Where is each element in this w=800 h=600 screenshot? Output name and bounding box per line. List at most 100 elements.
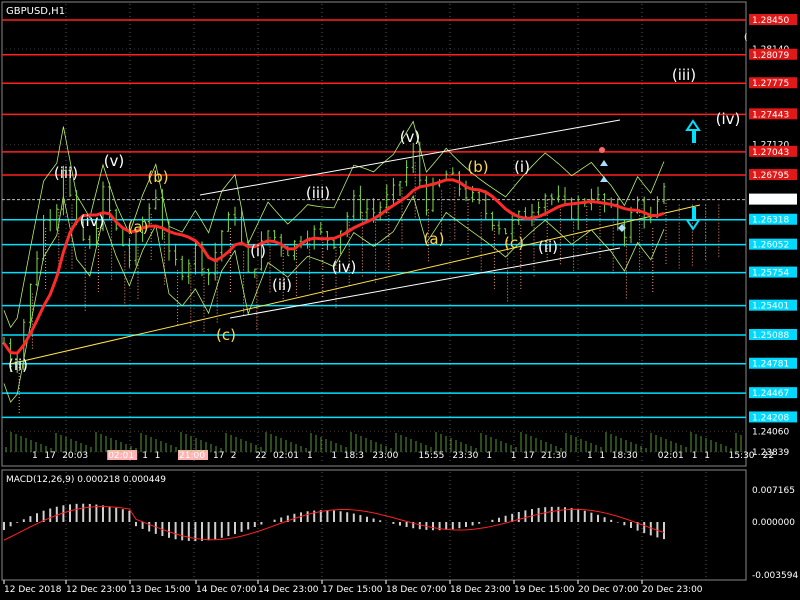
- wave-label-white: (iv): [716, 110, 741, 128]
- upper-band: [3, 120, 665, 329]
- session-marker: 15:30: [729, 451, 755, 461]
- session-marker: 1: [692, 451, 698, 461]
- session-marker: 1: [511, 451, 517, 461]
- price-axis-label: 1.25401: [752, 302, 789, 312]
- time-axis-label: 14 Dec 23:00: [258, 585, 319, 595]
- lower-band: [3, 194, 665, 403]
- price-label-box: [749, 145, 797, 157]
- price-axis-label: 1.24781: [752, 360, 789, 370]
- price-label-box: [749, 387, 797, 399]
- wave-label-white: (i): [514, 158, 530, 176]
- wave-label-white: (iv): [332, 258, 357, 276]
- session-marker: 2: [231, 451, 237, 461]
- wave-label-white: (v): [400, 128, 421, 146]
- session-marker: 02:01: [658, 451, 684, 461]
- price-axis-label: 1.24467: [752, 389, 789, 399]
- wave-label-yellow: (c): [216, 326, 236, 344]
- price-axis-label: 1.27443: [752, 110, 789, 120]
- session-marker: 1: [155, 451, 161, 461]
- symbol-title: GBPUSD,H1: [6, 6, 65, 17]
- wave-label-white: (v): [104, 152, 125, 170]
- session-marker: 17: [44, 451, 55, 461]
- price-label-box: [749, 328, 797, 340]
- session-marker: 21:30: [541, 451, 567, 461]
- price-label-box: [749, 14, 797, 25]
- price-axis-label: 1.27120: [752, 141, 789, 151]
- price-label-box: [749, 411, 797, 423]
- session-marker: 23:30: [452, 451, 478, 461]
- price-label-box: [749, 266, 797, 278]
- wave-label-yellow: (a): [424, 230, 445, 248]
- price-axis-label: 1.28079: [752, 51, 789, 61]
- macd-signal-line: [3, 506, 665, 541]
- price-axis-label: 1.27043: [752, 148, 789, 158]
- session-marker: 1: [704, 451, 710, 461]
- session-marker: 1: [599, 451, 605, 461]
- time-axis-label: 19 Dec 15:00: [514, 585, 575, 595]
- marker-dot: [599, 147, 605, 153]
- price-label-box: [749, 193, 797, 205]
- price-axis-label: 1.27775: [752, 79, 789, 89]
- macd-axis-label: -0.003594: [752, 571, 798, 581]
- session-marker: 17: [213, 451, 224, 461]
- session-marker: 1: [486, 451, 492, 461]
- time-axis-label: 12 Dec 2018: [4, 585, 62, 595]
- price-axis-label: 1.26533: [752, 196, 789, 206]
- wave-label-white: (ii): [272, 276, 292, 294]
- macd-title: MACD(12,26,9) 0.000218 0.000449: [6, 475, 166, 485]
- price-axis-label: 1.23839: [752, 448, 789, 458]
- arrows: [599, 119, 701, 232]
- price-label-box: [749, 357, 797, 369]
- session-marker: 02:01: [108, 451, 134, 461]
- session-marker: 02:01: [273, 451, 299, 461]
- wave-label-white: (iii): [672, 66, 696, 84]
- marker-diamond-icon: [618, 224, 626, 232]
- time-axis-label: 13 Dec 15:00: [130, 585, 191, 595]
- price-axis-label: 1.26795: [752, 171, 789, 181]
- price-label-box: [749, 299, 797, 311]
- session-marker: 1: [32, 451, 38, 461]
- wave-label-yellow: (a): [128, 218, 149, 236]
- time-axis-label: 12 Dec 23:00: [66, 585, 127, 595]
- session-marker: 1: [307, 451, 313, 461]
- price-axis: 1.284501.281401.280791.277751.274431.271…: [744, 14, 797, 458]
- trend-line: [9, 204, 701, 365]
- session-marker: 18:30: [612, 451, 638, 461]
- session-highlight: [178, 450, 208, 460]
- session-markers: 1 17 20:03 02:01 1 1 21:00 17 2 22 02:01 1 1 18:3 23:0…: [5, 432, 774, 461]
- wave-label-yellow: (b): [147, 168, 168, 186]
- session-marker: 1: [331, 451, 337, 461]
- session-highlight: [107, 450, 138, 460]
- wave-label-white: (iv): [80, 212, 105, 230]
- session-marker: 21:00: [179, 451, 205, 461]
- session-marker: 15:55: [418, 451, 444, 461]
- session-marker: 22: [763, 451, 774, 461]
- session-marker: 23:00: [372, 451, 398, 461]
- time-axis: 12 Dec 2018 12 Dec 23:00 13 Dec 15:00 14 De…: [3, 580, 703, 595]
- wave-label-yellow: (b): [467, 158, 488, 176]
- wave-label-white: (iii): [306, 184, 330, 202]
- time-axis-label: 14 Dec 07:00: [196, 585, 257, 595]
- session-marker: 1: [142, 451, 148, 461]
- wave-labels: (iii) (v) (iv) (ii) (i) (ii) (iii) (iv) (v) (i) (i…: [8, 66, 740, 374]
- time-axis-label: 20 Dec 07:00: [578, 585, 639, 595]
- wave-label-white: (iii): [54, 164, 78, 182]
- down-arrow-icon: [685, 207, 701, 231]
- up-arrow-icon: [685, 119, 701, 143]
- wave-label-white: (ii): [8, 356, 28, 374]
- session-marker: 1: [587, 451, 593, 461]
- macd-frame: [1, 469, 747, 581]
- moving-average: [2, 178, 665, 355]
- session-marker: 17: [523, 451, 534, 461]
- channel-lower: [229, 247, 621, 319]
- price-label-box: [749, 108, 797, 120]
- price-axis-label: 1.26318: [752, 216, 789, 226]
- price-axis-label: 1.28450: [752, 16, 789, 26]
- macd-axis-label: 0.000000: [752, 518, 795, 528]
- trend-channel: [9, 119, 701, 365]
- session-marker: 18:3: [344, 451, 364, 461]
- envelope-bands: [3, 120, 665, 403]
- price-label-box: [749, 169, 797, 181]
- price-axis-label: 1.24060: [752, 427, 789, 437]
